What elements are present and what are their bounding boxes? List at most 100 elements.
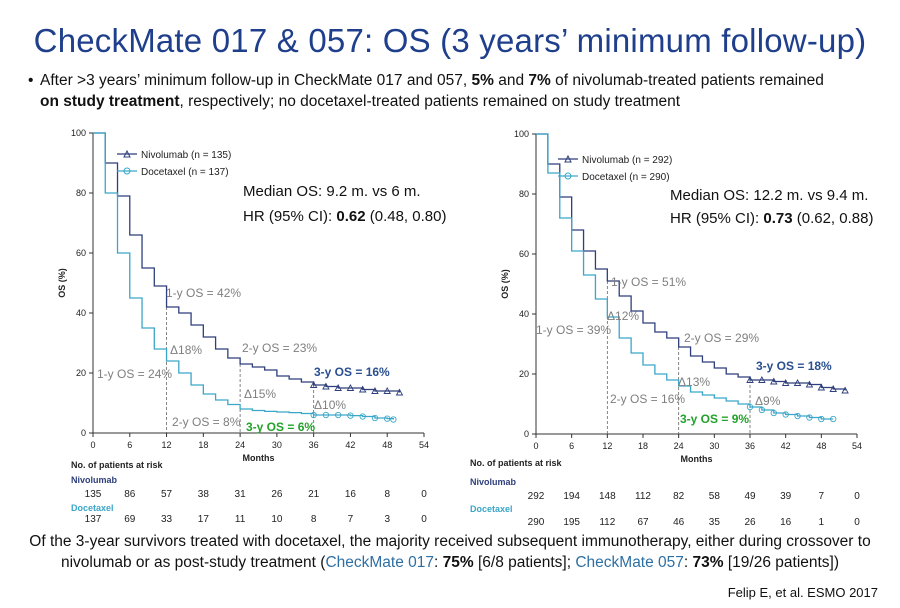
p1-hazard-ratio: HR (95% CI): 0.62 (0.48, 0.80) <box>243 208 446 225</box>
p1-risk-nivolumab-value: 21 <box>308 489 320 500</box>
p2-risk-nivolumab-value: 82 <box>673 491 685 502</box>
p2-x-tick-label: 24 <box>674 441 684 451</box>
footer-bold-73pct: 73% <box>692 554 724 571</box>
p1-y-tick-label: 40 <box>76 308 86 318</box>
p1-risk-docetaxel-value: 137 <box>85 514 102 525</box>
p2-x-tick-label: 48 <box>816 441 826 451</box>
p2-annotation-doc-1y: 1-y OS = 39% <box>536 323 611 337</box>
p1-risk-docetaxel-value: 8 <box>311 514 317 525</box>
p2-nivolumab-censor-mark <box>781 379 790 386</box>
footer-checkmate-057: CheckMate 057 <box>575 554 684 571</box>
p2-annotation-doc-3y: 3-y OS = 9% <box>680 412 749 426</box>
p1-risk-nivolumab-value: 38 <box>198 489 210 500</box>
footer-bold-75pct: 75% <box>442 554 474 571</box>
p1-x-tick-label: 48 <box>382 440 392 450</box>
p2-y-tick-label: 60 <box>519 249 529 259</box>
footer-text-3: [6/8 patients]; <box>473 554 576 571</box>
p1-nivolumab-censor-mark <box>395 388 404 396</box>
footer-statement: Of the 3-year survivors treated with doc… <box>10 531 890 573</box>
p2-x-tick-label: 6 <box>569 441 574 451</box>
p1-risk-docetaxel-label: Docetaxel <box>71 503 114 513</box>
p1-y-tick-label: 20 <box>76 368 86 378</box>
p2-nivolumab-censor-mark <box>793 379 802 386</box>
p2-risk-nivolumab-value: 194 <box>563 491 580 502</box>
p2-annotation-doc-2y: 2-y OS = 16% <box>610 392 685 406</box>
p1-docetaxel-censor-mark <box>390 416 397 423</box>
p1-docetaxel-curve <box>93 132 395 420</box>
p1-risk-docetaxel-value: 17 <box>198 514 210 525</box>
p1-risk-nivolumab-label: Nivolumab <box>71 475 118 485</box>
bullet-dot: • <box>28 72 34 89</box>
p2-x-axis-label: Months <box>681 454 713 464</box>
p1-nivolumab-censor-mark <box>322 382 330 390</box>
footer-text-5: [19/26 patients]) <box>723 554 840 571</box>
p2-risk-nivolumab-value: 148 <box>599 491 616 502</box>
footer-checkmate-017: CheckMate 017 <box>325 554 434 571</box>
p2-legend-docetaxel-circle-icon <box>564 172 572 180</box>
footer-text-4: : <box>683 554 693 571</box>
p2-risk-docetaxel-label: Docetaxel <box>470 504 513 514</box>
p2-docetaxel-censor-mark <box>758 406 766 414</box>
p1-risk-docetaxel-value: 10 <box>271 514 283 525</box>
p1-risk-docetaxel-value: 69 <box>124 514 136 525</box>
p1-annotation-d1: Δ18% <box>170 343 202 357</box>
p2-risk-nivolumab-value: 49 <box>744 491 756 502</box>
p1-docetaxel-censor-mark <box>310 411 317 419</box>
p2-risk-nivolumab-value: 292 <box>528 491 545 502</box>
p1-x-tick-label: 12 <box>162 440 172 450</box>
p2-hazard-ratio: HR (95% CI): 0.73 (0.62, 0.88) <box>670 210 873 227</box>
p2-risk-docetaxel-value: 26 <box>744 517 756 528</box>
p1-x-tick-label: 24 <box>235 440 245 450</box>
bullet-bold-7pct: 7% <box>528 72 551 89</box>
p2-risk-docetaxel-value: 290 <box>528 517 545 528</box>
slide-title: CheckMate 017 & 057: OS (3 years’ minimu… <box>33 22 867 59</box>
p1-nivolumab-censor-mark <box>383 387 391 394</box>
p2-hr-prefix: HR (95% CI): <box>670 210 763 227</box>
p2-hr-value: 0.73 <box>763 210 792 227</box>
p1-docetaxel-censor-mark <box>371 414 379 422</box>
p1-legend-docetaxel-circle-icon <box>123 167 131 175</box>
p2-annotation-niv-3y: 3-y OS = 18% <box>756 359 832 373</box>
p2-nivolumab-curve <box>536 133 846 391</box>
p2-x-tick-label: 12 <box>602 441 612 451</box>
citation: Felip E, et al. ESMO 2017 <box>727 585 878 600</box>
p1-x-tick-label: 54 <box>419 440 429 450</box>
bullet-text-4: , respectively; no docetaxel-treated pat… <box>179 93 681 110</box>
p2-median-os: Median OS: 12.2 m. vs 9.4 m. <box>670 187 868 204</box>
p2-y-tick-label: 20 <box>519 369 529 379</box>
p2-risk-docetaxel-value: 67 <box>637 517 649 528</box>
p2-docetaxel-censor-mark <box>770 409 777 417</box>
p2-risk-docetaxel-value: 35 <box>709 517 721 528</box>
p1-legend-docetaxel: Docetaxel (n = 137) <box>141 167 229 178</box>
p2-x-tick-label: 54 <box>852 441 862 451</box>
p1-legend-nivolumab-triangle-icon <box>123 149 131 158</box>
p1-hr-prefix: HR (95% CI): <box>243 208 336 225</box>
p2-risk-nivolumab-value: 112 <box>635 491 651 502</box>
p1-nivolumab-censor-mark <box>346 384 355 391</box>
p2-docetaxel-censor-mark <box>794 412 801 420</box>
p1-annotation-niv-1y: 1-y OS = 42% <box>166 286 241 300</box>
p2-risk-docetaxel-value: 195 <box>563 517 580 528</box>
p1-docetaxel-censor-mark <box>384 415 391 422</box>
p1-x-tick-label: 36 <box>309 440 319 450</box>
p1-x-tick-label: 0 <box>90 440 95 450</box>
p2-docetaxel-censor-mark <box>806 414 813 421</box>
p2-nivolumab-censor-mark <box>841 386 849 394</box>
p1-y-tick-label: 100 <box>71 128 86 138</box>
p2-risk-docetaxel-value: 16 <box>780 517 792 528</box>
p2-x-tick-label: 42 <box>781 441 791 451</box>
p2-annotation-d1: Δ12% <box>607 309 639 323</box>
p2-x-tick-label: 0 <box>533 441 538 451</box>
p2-risk-nivolumab-value: 7 <box>819 491 825 502</box>
p1-risk-header: No. of patients at risk <box>71 460 164 470</box>
p2-hr-ci: (0.62, 0.88) <box>793 210 874 227</box>
p2-nivolumab-censor-mark <box>758 376 766 383</box>
p1-risk-nivolumab-value: 0 <box>421 489 427 500</box>
p1-x-tick-label: 18 <box>198 440 208 450</box>
p1-annotation-niv-3y: 3-y OS = 16% <box>314 365 390 379</box>
p1-risk-docetaxel-value: 3 <box>384 514 390 525</box>
p1-risk-nivolumab-value: 86 <box>124 489 136 500</box>
p1-risk-docetaxel-value: 33 <box>161 514 173 525</box>
p2-x-tick-label: 36 <box>745 441 755 451</box>
